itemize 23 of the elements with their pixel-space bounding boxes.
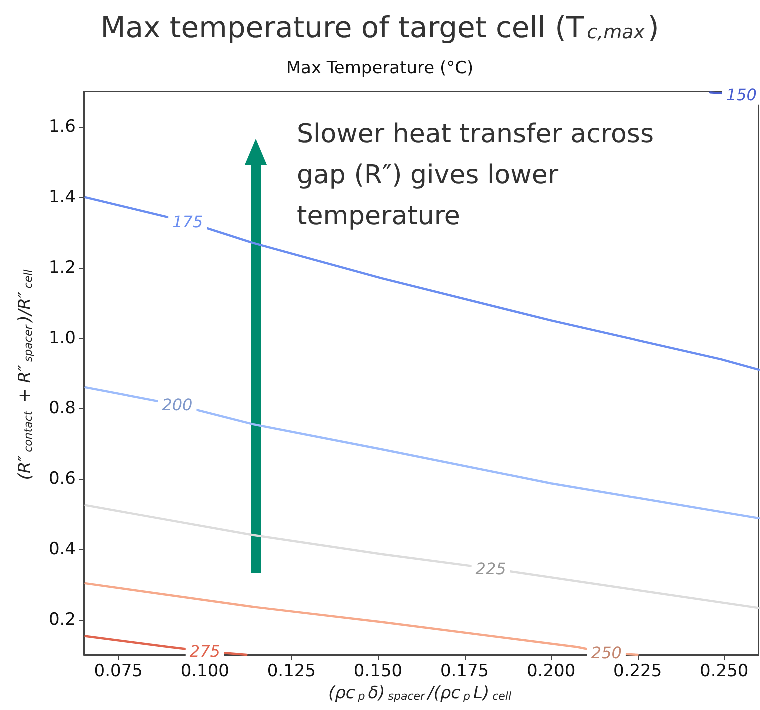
annotation: Slower heat transfer across gap (R″) gives lower temperature <box>297 120 662 232</box>
x-tick-label: 0.125 <box>267 662 316 682</box>
x-tick-label: 0.100 <box>180 662 230 682</box>
y-tick-label: 0.4 <box>48 539 76 560</box>
y-tick-label: 1.0 <box>48 328 76 348</box>
y-tick-label: 1.4 <box>48 188 76 208</box>
x-tick-label: 0.150 <box>354 662 403 682</box>
y-tick-label: 0.6 <box>48 469 76 490</box>
x-tick-label: 0.225 <box>614 662 662 682</box>
y-tick-label: 0.8 <box>48 398 76 419</box>
x-tick-label: 0.200 <box>526 662 576 682</box>
y-axis-title: (R″contact + R″spacer)/R″cell <box>16 270 36 480</box>
line-series <box>84 196 760 372</box>
chart-title: Max temperature of target cell (Tc,max) <box>100 10 660 44</box>
line-series <box>84 386 760 520</box>
chart-subtitle: Max Temperature (°C) <box>286 58 474 78</box>
y-tick-label: 0.2 <box>48 610 76 630</box>
x-tick-label: 0.175 <box>440 662 490 682</box>
y-tick-label: 1.6 <box>48 117 76 138</box>
x-tick-label: 0.075 <box>94 662 143 682</box>
line-series <box>84 504 760 610</box>
x-tick-label: 0.250 <box>700 662 749 682</box>
y-tick-label: 1.2 <box>48 258 76 278</box>
